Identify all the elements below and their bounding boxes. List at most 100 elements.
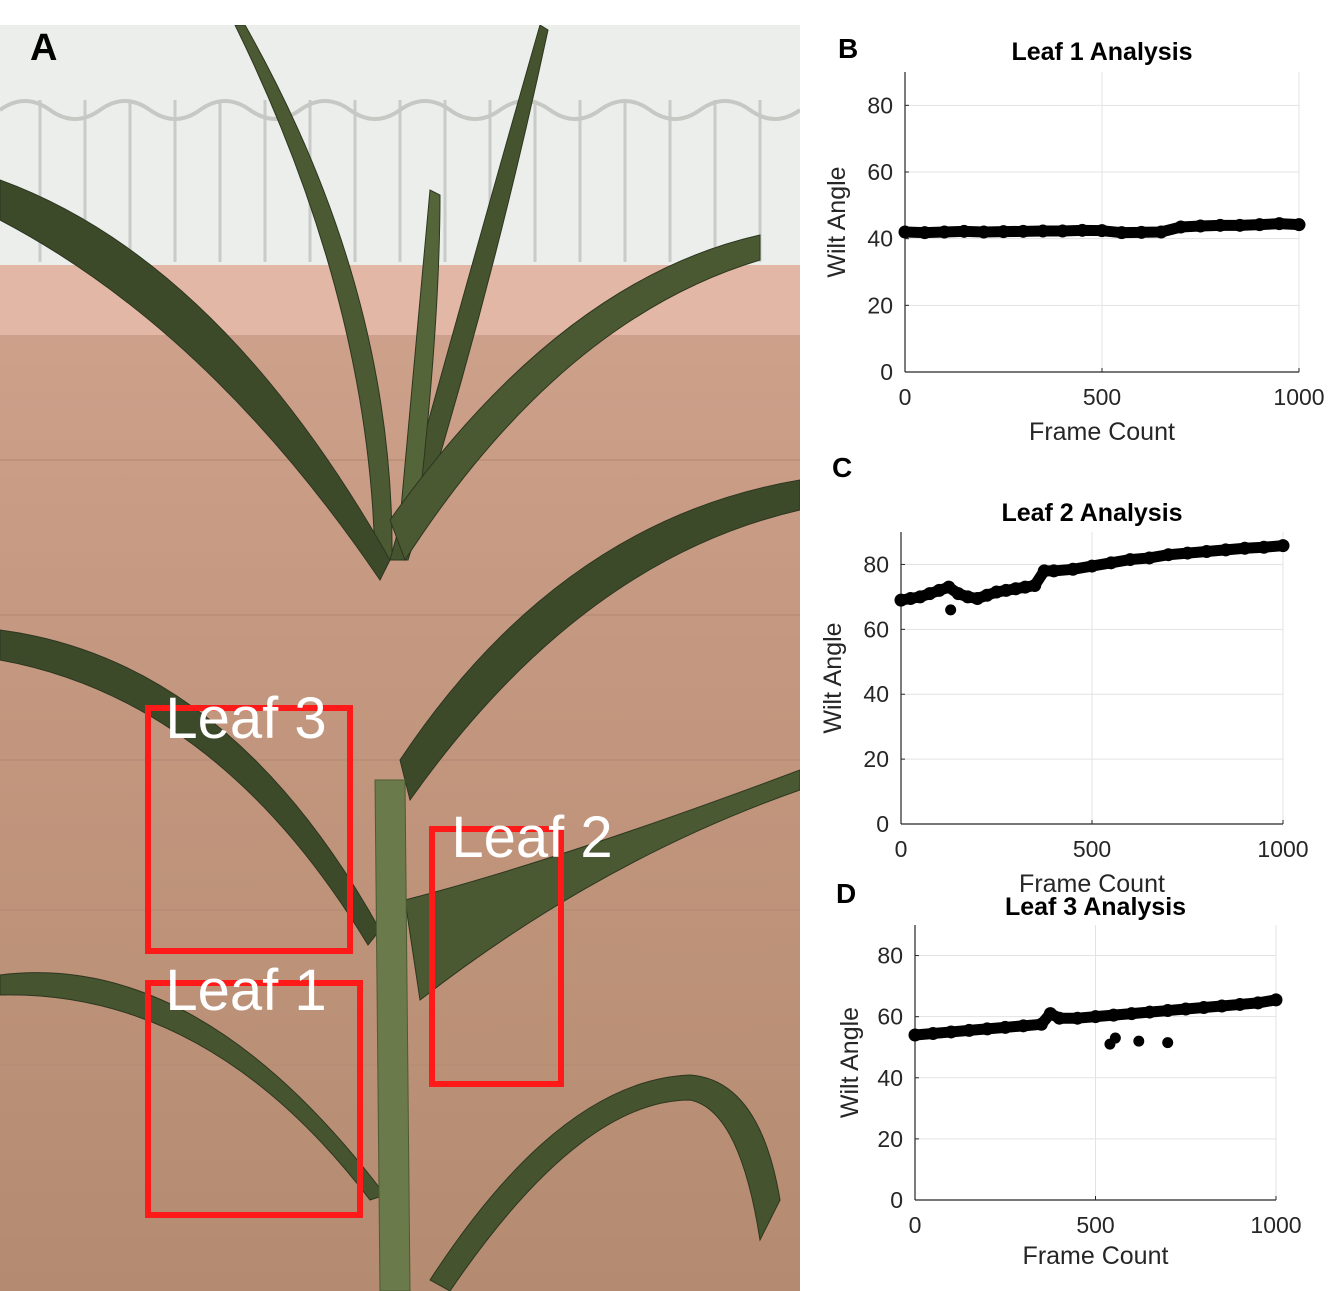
data-point xyxy=(1095,224,1109,238)
data-point xyxy=(1179,1002,1193,1016)
data-point xyxy=(1016,224,1030,238)
data-point xyxy=(977,225,991,239)
panel-label-d: D xyxy=(836,878,856,909)
data-point xyxy=(1233,997,1247,1011)
outlier-point xyxy=(1133,1035,1145,1047)
y-tick-label: 40 xyxy=(867,226,893,252)
data-point xyxy=(999,583,1013,597)
data-point xyxy=(904,592,918,606)
panel-label-c: C xyxy=(832,452,852,483)
chart-title: Leaf 3 Analysis xyxy=(1005,893,1186,921)
y-tick-label: 60 xyxy=(863,616,889,642)
data-point xyxy=(1269,993,1283,1007)
data-point xyxy=(1125,1007,1139,1021)
data-point xyxy=(1018,580,1032,594)
x-axis-label: Frame Count xyxy=(1023,1242,1169,1270)
data-point xyxy=(1194,219,1207,233)
roof-wave xyxy=(0,99,800,121)
data-point xyxy=(1070,1011,1084,1025)
data-point xyxy=(961,590,975,604)
panel-label-a: A xyxy=(30,27,57,69)
data-point xyxy=(1251,996,1265,1010)
data-point xyxy=(980,1022,994,1036)
data-point xyxy=(957,224,971,238)
data-point xyxy=(990,585,1003,599)
y-tick-label: 80 xyxy=(863,551,889,577)
x-tick-label: 1000 xyxy=(1273,384,1324,410)
data-point xyxy=(1034,1017,1048,1031)
data-point xyxy=(962,1023,976,1037)
data-point xyxy=(926,1026,940,1040)
outlier-point xyxy=(1162,1037,1174,1049)
leaf-3-chart: 0 500 1000 0 20 40 60 80 Leaf 3 Analysis Frame Co… xyxy=(836,893,1302,1270)
x-axis-label: Frame Count xyxy=(1019,870,1165,898)
y-axis-label: Wilt Angle xyxy=(819,622,847,733)
data-point xyxy=(1154,225,1168,239)
y-tick-label: 20 xyxy=(867,292,893,318)
data-point xyxy=(1238,541,1252,555)
x-tick-label: 0 xyxy=(909,1212,922,1238)
data-point xyxy=(937,225,951,239)
data-point xyxy=(1085,559,1099,573)
leaf-2-label: Leaf 2 xyxy=(451,805,612,870)
data-point xyxy=(1009,582,1023,596)
data-point xyxy=(1066,562,1080,576)
data-point xyxy=(997,225,1010,239)
data-point xyxy=(1143,1005,1157,1019)
chart-title: Leaf 1 Analysis xyxy=(1011,38,1192,66)
data-point xyxy=(1142,551,1156,565)
leaf-2-chart: 0 500 1000 0 20 40 60 80 Leaf 2 Analysis Frame Co… xyxy=(819,499,1309,898)
outlier-point xyxy=(945,604,957,616)
y-tick-label: 40 xyxy=(863,681,889,707)
data-point xyxy=(1174,220,1188,234)
leaf-1-chart: 0 500 1000 0 20 40 60 80 Leaf 1 Analysis Frame Co… xyxy=(823,38,1325,446)
data-point xyxy=(1276,539,1290,553)
x-tick-label: 1000 xyxy=(1257,836,1308,862)
data-point xyxy=(1047,564,1061,578)
leaf-3-label: Leaf 3 xyxy=(165,686,326,751)
data-point xyxy=(1089,1010,1102,1024)
data-point xyxy=(1257,540,1271,554)
y-tick-label: 0 xyxy=(890,1187,903,1213)
x-tick-label: 1000 xyxy=(1250,1212,1301,1238)
y-tick-label: 20 xyxy=(863,746,889,772)
leaf-1-label: Leaf 1 xyxy=(165,958,326,1023)
leaf-1-box: Leaf 1 xyxy=(145,958,363,1218)
data-point xyxy=(1292,218,1306,232)
data-point xyxy=(1028,579,1042,593)
x-tick-label: 500 xyxy=(1076,1212,1114,1238)
data-point xyxy=(942,580,956,594)
data-point xyxy=(998,1020,1012,1034)
data-point xyxy=(1200,544,1214,558)
top-strip xyxy=(0,0,800,25)
data-point xyxy=(908,1028,922,1042)
data-point xyxy=(1056,224,1070,238)
data-point xyxy=(1075,223,1089,237)
data-point xyxy=(1181,546,1194,560)
y-tick-label: 40 xyxy=(877,1065,903,1091)
x-tick-label: 500 xyxy=(1073,836,1111,862)
chart-title: Leaf 2 Analysis xyxy=(1001,499,1182,527)
data-point xyxy=(1104,556,1118,570)
data-point xyxy=(918,226,932,240)
y-tick-label: 60 xyxy=(867,159,893,185)
data-point xyxy=(1037,564,1051,578)
data-point xyxy=(1123,553,1137,567)
series-band xyxy=(909,994,1282,1041)
x-tick-label: 500 xyxy=(1083,384,1121,410)
data-point xyxy=(1036,224,1050,238)
x-tick-label: 0 xyxy=(895,836,908,862)
leaf-photo xyxy=(0,0,800,1291)
data-point xyxy=(898,225,912,239)
y-tick-label: 80 xyxy=(867,92,893,118)
data-point xyxy=(1134,225,1148,239)
panel-label-b: B xyxy=(838,33,858,64)
y-tick-label: 80 xyxy=(877,943,903,969)
x-axis-label: Frame Count xyxy=(1029,418,1175,446)
y-axis-label: Wilt Angle xyxy=(836,1007,864,1118)
x-tick-label: 0 xyxy=(899,384,912,410)
leaf-3-box: Leaf 3 xyxy=(145,686,353,954)
data-point xyxy=(1016,1019,1030,1033)
data-point xyxy=(1052,1011,1066,1025)
